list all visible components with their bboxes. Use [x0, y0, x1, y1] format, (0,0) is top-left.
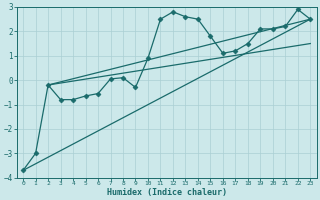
X-axis label: Humidex (Indice chaleur): Humidex (Indice chaleur)	[107, 188, 227, 197]
